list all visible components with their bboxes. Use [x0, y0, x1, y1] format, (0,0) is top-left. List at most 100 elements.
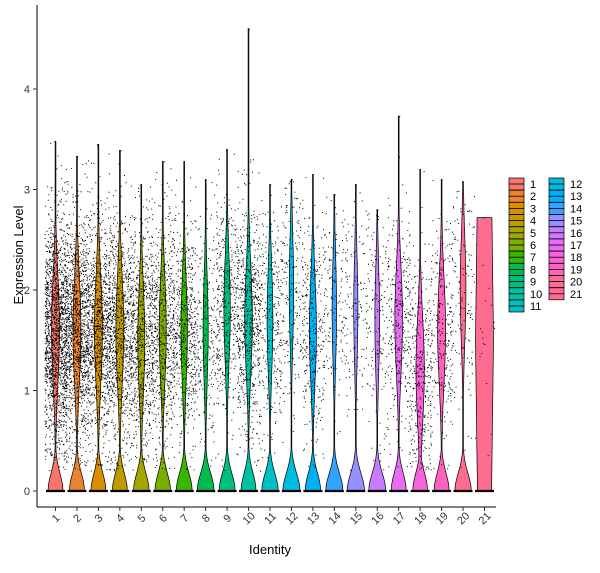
legend-label-9: 9 [530, 277, 536, 289]
x-tick-label-5: 5 [136, 512, 149, 525]
y-tick-label-2: 2 [24, 285, 30, 297]
x-tick-label-14: 14 [326, 510, 343, 527]
legend-item-19: 19 [548, 263, 582, 276]
legend-label-8: 8 [530, 264, 536, 276]
legend-label-6: 6 [530, 240, 536, 252]
x-tick-label-2: 2 [71, 512, 84, 525]
y-tick-label-3: 3 [24, 185, 30, 197]
violin-8 [196, 178, 215, 492]
legend-item-3: 3 [508, 202, 536, 215]
x-tick-label-9: 9 [221, 512, 234, 525]
legend-label-7: 7 [530, 252, 536, 264]
x-tick-label-13: 13 [305, 510, 322, 527]
legend-label-2: 2 [530, 191, 536, 203]
x-tick-label-8: 8 [200, 512, 213, 525]
legend-label-17: 17 [570, 240, 582, 252]
y-axis-title: Expression Level [11, 205, 26, 304]
points-7 [173, 161, 197, 471]
x-tick-label-3: 3 [93, 512, 106, 525]
violin-18 [412, 169, 428, 492]
x-tick-label-18: 18 [412, 510, 429, 527]
x-tick-label-21: 21 [477, 510, 494, 527]
legend-label-13: 13 [570, 191, 582, 203]
points-layer [44, 28, 496, 493]
legend-item-21: 21 [548, 287, 582, 301]
legend-item-4: 4 [508, 214, 536, 228]
x-tick-label-1: 1 [50, 512, 63, 525]
y-tick-label-4: 4 [24, 84, 30, 96]
legend-label-11: 11 [530, 301, 541, 313]
violin-12 [282, 178, 301, 492]
x-tick-label-19: 19 [434, 510, 451, 527]
violin-4 [111, 149, 128, 492]
legend-item-16: 16 [548, 226, 582, 240]
legend-label-19: 19 [570, 264, 582, 276]
legend-label-16: 16 [570, 228, 582, 240]
legend-label-18: 18 [570, 252, 582, 264]
legend-item-12: 12 [548, 177, 582, 191]
legend-item-11: 11 [508, 299, 541, 313]
x-tick-label-6: 6 [157, 512, 170, 525]
violin-9 [218, 148, 236, 492]
points-13 [302, 174, 325, 468]
x-tick-label-10: 10 [241, 510, 258, 527]
legend-label-12: 12 [570, 179, 582, 191]
legend-item-20: 20 [548, 275, 582, 289]
violin-14 [325, 194, 344, 492]
y-tick-label-1: 1 [24, 386, 30, 398]
x-axis-title: Identity [249, 542, 291, 557]
legend-item-7: 7 [508, 250, 536, 264]
x-tick-label-17: 17 [391, 510, 408, 527]
points-5 [130, 184, 154, 471]
legend-label-1: 1 [530, 179, 536, 191]
x-tick-label-7: 7 [178, 512, 191, 525]
x-tick-label-16: 16 [369, 510, 386, 527]
points-14 [323, 194, 347, 435]
violin-2 [69, 155, 85, 492]
legend-item-14: 14 [548, 202, 582, 215]
violin-10 [240, 28, 257, 492]
points-19 [430, 179, 454, 470]
legend-label-10: 10 [530, 289, 542, 301]
points-18 [409, 169, 433, 471]
violins-layer [47, 28, 494, 492]
x-tick-label-12: 12 [284, 510, 301, 527]
y-tick-label-0: 0 [24, 486, 30, 498]
legend-label-14: 14 [570, 203, 582, 215]
violin-21 [475, 217, 494, 492]
points-10 [237, 28, 261, 466]
legend-item-9: 9 [508, 275, 536, 289]
legend-label-3: 3 [530, 203, 536, 215]
legend-item-5: 5 [508, 226, 536, 240]
legend-item-15: 15 [548, 214, 582, 228]
legend-item-2: 2 [508, 189, 536, 203]
points-1 [44, 141, 68, 472]
legend-item-8: 8 [508, 263, 536, 276]
violin-5 [133, 184, 150, 492]
violin-11 [261, 184, 279, 492]
x-tick-label-15: 15 [348, 510, 365, 527]
points-9 [216, 149, 240, 471]
points-4 [108, 150, 132, 472]
legend-label-15: 15 [570, 216, 582, 228]
violin-3 [90, 143, 107, 492]
legend-item-1: 1 [508, 177, 536, 191]
points-2 [66, 156, 89, 470]
x-tick-label-4: 4 [114, 512, 127, 525]
legend-item-13: 13 [548, 189, 582, 203]
x-tick-label-11: 11 [262, 510, 279, 527]
legend-label-21: 21 [570, 289, 582, 301]
legend-label-4: 4 [530, 216, 536, 228]
legend-item-18: 18 [548, 250, 582, 264]
points-3 [87, 144, 111, 472]
legend-item-10: 10 [508, 287, 542, 301]
legend-label-20: 20 [570, 277, 582, 289]
violin-20 [454, 181, 472, 492]
x-tick-label-20: 20 [455, 510, 472, 527]
legend-item-17: 17 [548, 238, 582, 252]
violin-19 [433, 179, 450, 492]
violin-13 [304, 174, 322, 492]
